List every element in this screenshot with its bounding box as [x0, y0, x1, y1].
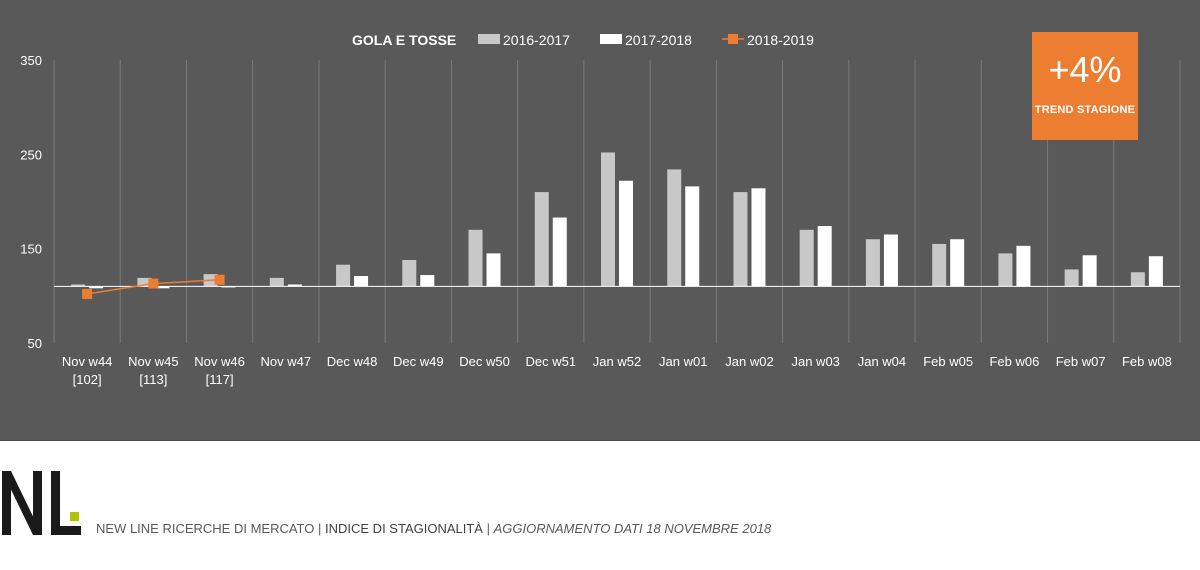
- bar-2016-2017: [1064, 269, 1079, 287]
- bar-2016-2017: [1130, 272, 1145, 287]
- legend-label: 2018-2019: [747, 32, 814, 48]
- bar-2016-2017: [799, 229, 814, 287]
- footer-text: NEW LINE RICERCHE DI MERCATO | INDICE DI…: [96, 521, 771, 536]
- bar-2017-2018: [1016, 245, 1031, 287]
- x-tick-sublabel: [117]: [206, 372, 234, 387]
- x-tick-label: Feb w06: [989, 354, 1039, 369]
- bar-2016-2017: [534, 192, 549, 287]
- y-tick-label: 50: [28, 336, 42, 351]
- chart-panel: 50 150 250 350 Nov w44 [102] Nov w45 [113] Nov …: [0, 0, 1200, 441]
- line-point: [82, 288, 93, 299]
- x-tick-label: Feb w05: [923, 354, 973, 369]
- nl-logo: [2, 471, 81, 535]
- x-tick-label: Jan w03: [791, 354, 839, 369]
- bar-2017-2018: [552, 217, 567, 287]
- bar-2017-2018: [883, 234, 898, 287]
- footer-separator: |: [318, 521, 322, 536]
- x-tick-label: Nov w45: [128, 354, 179, 369]
- x-tick-label: Dec w51: [525, 354, 576, 369]
- bar-2017-2018: [950, 239, 965, 287]
- bar-2016-2017: [402, 259, 417, 287]
- legend-swatch-marker: [728, 34, 738, 44]
- x-tick-label: Jan w02: [725, 354, 773, 369]
- bar-2017-2018: [751, 188, 766, 287]
- bar-2016-2017: [667, 169, 682, 287]
- bar-2016-2017: [932, 243, 947, 287]
- seasonality-chart: 50 150 250 350 Nov w44 [102] Nov w45 [113] Nov …: [20, 32, 1181, 387]
- bar-2017-2018: [1082, 255, 1097, 287]
- bar-2016-2017: [336, 264, 351, 287]
- bar-2017-2018: [89, 286, 104, 289]
- x-tick-label: Nov w44: [62, 354, 113, 369]
- trend-label: TREND STAGIONE: [1034, 104, 1136, 116]
- bar-2016-2017: [865, 239, 880, 287]
- legend-swatch: [600, 34, 622, 44]
- bar-2016-2017: [733, 192, 748, 287]
- y-tick-label: 250: [20, 147, 42, 162]
- x-tick-label: Dec w49: [393, 354, 444, 369]
- trend-badge: +4% TREND STAGIONE: [1032, 32, 1138, 140]
- footer-update-text: AGGIORNAMENTO DATI 18 NOVEMBRE 2018: [493, 521, 772, 536]
- bar-2016-2017: [71, 284, 86, 287]
- bar-2016-2017: [269, 277, 284, 287]
- x-tick-label: Feb w08: [1122, 354, 1172, 369]
- x-tick-label: Dec w48: [327, 354, 378, 369]
- y-tick-label: 350: [20, 53, 42, 68]
- bar-2017-2018: [354, 276, 369, 287]
- x-tick-label: Nov w47: [261, 354, 312, 369]
- footer-separator-2: |: [486, 521, 490, 536]
- x-tick-label: Jan w04: [858, 354, 906, 369]
- bar-2017-2018: [619, 180, 633, 287]
- trend-value: +4%: [1048, 49, 1122, 90]
- bar-2017-2018: [287, 284, 302, 287]
- x-tick-label: Jan w01: [659, 354, 707, 369]
- bar-2017-2018: [420, 275, 435, 287]
- bar-2016-2017: [468, 229, 483, 287]
- x-tick-label: Dec w50: [459, 354, 510, 369]
- footer-index-title: INDICE DI STAGIONALITÀ: [325, 521, 483, 536]
- bar-2016-2017: [998, 253, 1013, 287]
- bar-2017-2018: [817, 226, 832, 287]
- x-tick-label: Feb w07: [1056, 354, 1106, 369]
- legend-label: 2016-2017: [503, 32, 570, 48]
- line-point: [214, 274, 225, 285]
- line-point: [148, 278, 159, 289]
- bar-2016-2017: [601, 152, 615, 287]
- legend-swatch: [478, 34, 500, 44]
- x-tick-sublabel: [102]: [73, 372, 102, 387]
- legend-label: 2017-2018: [625, 32, 692, 48]
- bar-2017-2018: [155, 286, 170, 289]
- chart-title: GOLA E TOSSE: [352, 32, 456, 48]
- y-tick-label: 150: [20, 242, 42, 257]
- x-tick-label: Nov w46: [194, 354, 245, 369]
- bar-2016-2017: [137, 277, 152, 287]
- x-tick-sublabel: [113]: [139, 372, 167, 387]
- x-tick-label: Jan w52: [593, 354, 641, 369]
- bar-2017-2018: [685, 186, 700, 287]
- bar-2017-2018: [1148, 256, 1163, 287]
- bar-2017-2018: [486, 253, 501, 287]
- footer-company: NEW LINE RICERCHE DI MERCATO: [96, 521, 315, 536]
